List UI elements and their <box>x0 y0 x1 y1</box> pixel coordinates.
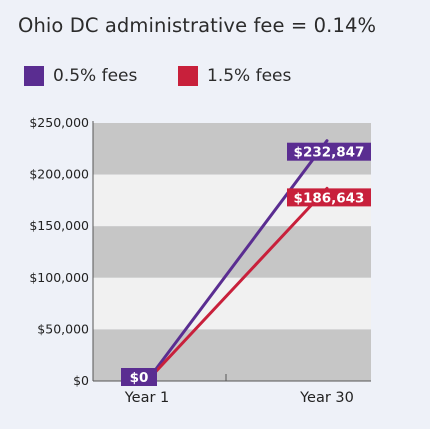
grid-band <box>93 277 371 330</box>
series-line-1 <box>145 186 329 383</box>
legend-item-0: 0.5% fees <box>24 66 137 86</box>
legend-item-1: 1.5% fees <box>178 66 291 86</box>
x-tick-label: Year 1 <box>124 390 170 406</box>
data-label-series0-year30-box <box>287 142 371 161</box>
y-tick-label: $200,000 <box>29 167 89 182</box>
chart-title: Ohio DC administrative fee = 0.14% <box>18 14 377 37</box>
grid-band <box>93 226 371 278</box>
legend-label-0: 0.5% fees <box>53 66 138 86</box>
data-label-series0-year30: $232,847 <box>294 145 365 161</box>
data-label-year1: $0 <box>130 370 149 386</box>
data-label-series1-year30-box <box>287 188 371 207</box>
legend-swatch-0 <box>24 66 44 86</box>
y-tick-label: $0 <box>73 373 89 388</box>
x-tick-label: Year 30 <box>299 390 354 406</box>
legend-label-1: 1.5% fees <box>207 66 292 86</box>
y-tick-label: $150,000 <box>29 218 89 233</box>
legend-swatch-1 <box>178 66 198 86</box>
y-tick-label: $250,000 <box>29 115 89 130</box>
data-label-series1-year30: $186,643 <box>294 190 365 206</box>
series-line-0 <box>145 139 329 383</box>
y-tick-label: $100,000 <box>29 270 89 285</box>
y-tick-label: $50,000 <box>37 321 89 336</box>
data-label-year1-box <box>121 368 157 386</box>
